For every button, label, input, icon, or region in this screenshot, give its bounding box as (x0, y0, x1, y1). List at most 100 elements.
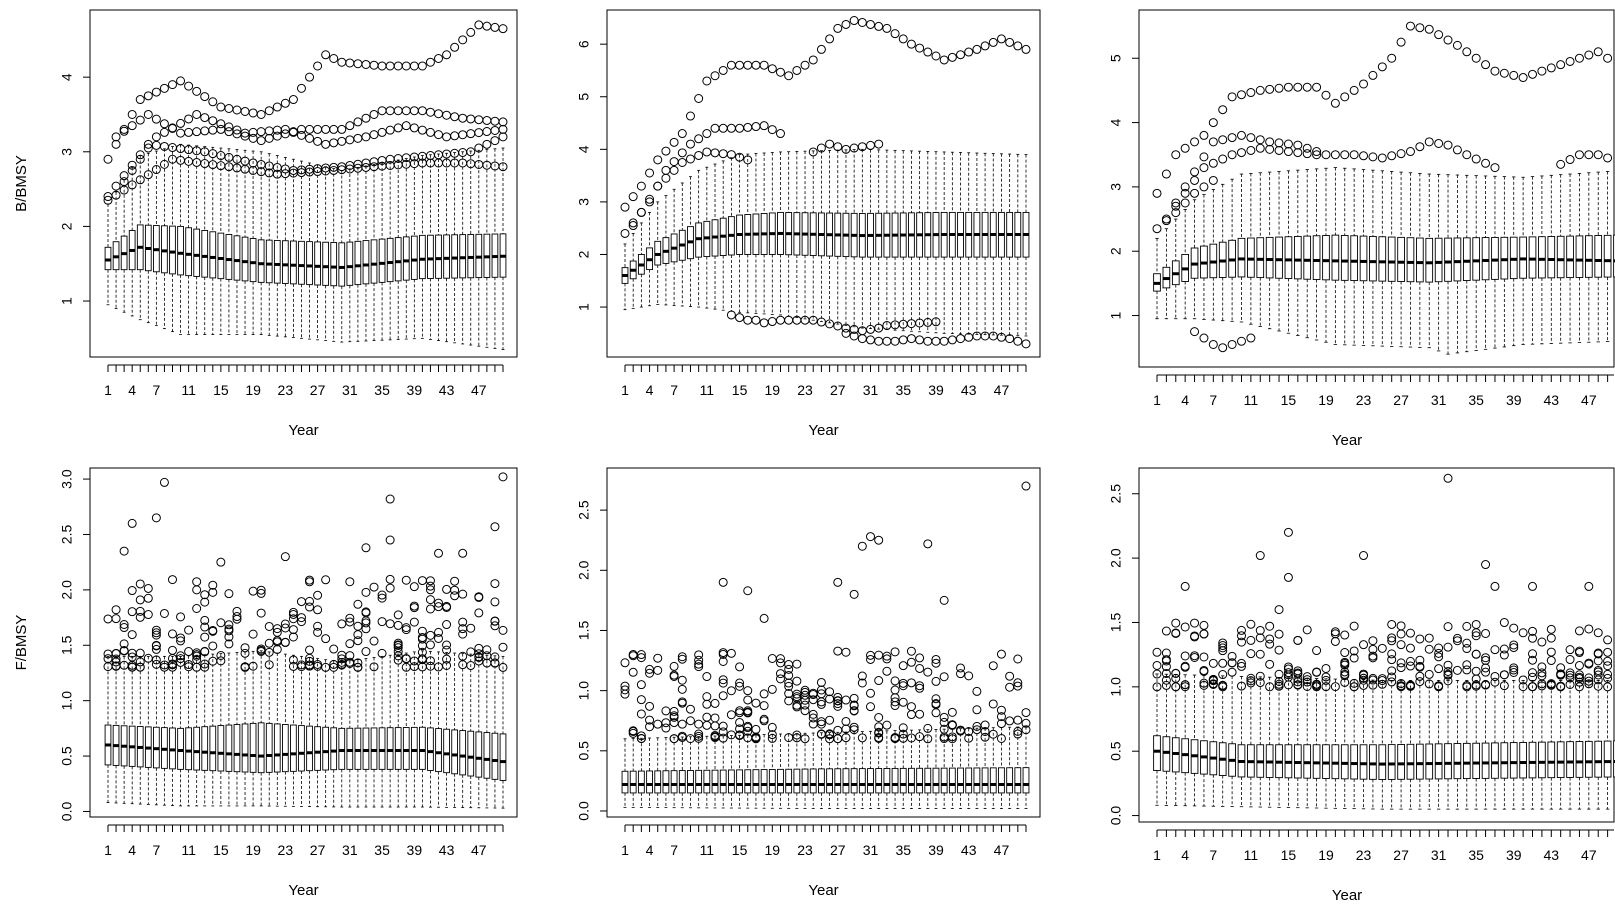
outlier-point (1434, 652, 1444, 662)
box-year-10 (177, 143, 184, 336)
outlier-point (1368, 653, 1378, 663)
box-year-23 (801, 732, 809, 809)
outlier-point (417, 106, 427, 116)
box-iqr (818, 768, 825, 794)
outlier-point (735, 731, 745, 741)
outlier-point (751, 315, 761, 325)
y-tick-label: 2 (1108, 247, 1124, 255)
box-iqr (1491, 742, 1499, 779)
outlier-point (726, 686, 736, 696)
box-year-45 (981, 152, 989, 336)
box-iqr (394, 237, 402, 282)
outlier-point (442, 602, 452, 612)
outlier-point (135, 175, 145, 185)
outlier-point (825, 715, 835, 725)
outlier-point (425, 57, 435, 67)
outlier-point (702, 712, 712, 722)
x-tick-label: 7 (670, 382, 678, 398)
boxes (621, 148, 1030, 337)
x-tick-label: 47 (994, 842, 1010, 858)
outlier-point (735, 60, 745, 70)
outlier-point (915, 681, 925, 691)
box-iqr (1425, 237, 1434, 283)
outlier-point (192, 86, 202, 96)
outlier-point (1246, 649, 1256, 659)
outlier-point (224, 127, 234, 137)
outlier-point (313, 621, 323, 631)
box-iqr (1453, 743, 1462, 780)
box-iqr (1547, 236, 1556, 279)
outlier-point (1227, 667, 1237, 677)
box-year-50 (1022, 726, 1030, 809)
outlier-point (248, 133, 258, 143)
box-year-38 (1500, 176, 1509, 348)
outlier-point (1283, 662, 1293, 672)
outlier-point (1490, 671, 1500, 681)
box-year-37 (916, 729, 924, 809)
box-year-46 (989, 153, 997, 336)
box-iqr (281, 240, 289, 284)
box-year-7 (1209, 189, 1218, 321)
outlier-point (1005, 671, 1015, 681)
box-year-21 (785, 151, 793, 317)
outlier-point (1180, 651, 1190, 661)
box-iqr (322, 726, 330, 771)
box-year-42 (1538, 175, 1546, 345)
box-iqr (257, 722, 265, 774)
outlier-point (1565, 673, 1575, 683)
outlier-point (329, 644, 339, 654)
outlier-point (1415, 23, 1425, 33)
outlier-point (1424, 633, 1434, 643)
outlier-point (833, 321, 843, 331)
outlier-point (645, 197, 655, 207)
outlier-point (735, 717, 745, 727)
outlier-point (1424, 644, 1434, 654)
outlier-point (1528, 626, 1538, 636)
box-iqr (777, 768, 784, 794)
outlier-point (898, 729, 908, 739)
outlier-point (915, 653, 925, 663)
outlier-point (458, 589, 468, 599)
outlier-point (1199, 678, 1209, 688)
x-tick-label: 4 (1181, 392, 1189, 408)
outlier-point (964, 733, 974, 743)
y-tick-label: 1.5 (59, 635, 75, 655)
box-year-46 (989, 727, 997, 809)
outliers (620, 481, 1031, 744)
outlier-point (980, 41, 990, 51)
x-tick-label: 43 (1543, 392, 1559, 408)
box-iqr (1585, 740, 1593, 778)
y-tick-label: 1 (576, 303, 592, 311)
box-iqr (402, 236, 410, 281)
box-year-16 (744, 734, 752, 809)
box-iqr (370, 239, 378, 284)
outlier-point (1396, 681, 1406, 691)
outlier-point (1171, 628, 1181, 638)
outlier-point (361, 616, 371, 626)
box-iqr (981, 767, 989, 794)
box-iqr (402, 727, 410, 770)
outlier-point (1462, 681, 1472, 691)
outlier-point (1021, 718, 1031, 728)
box-year-28 (1406, 680, 1415, 810)
y-axis: 0.00.51.01.52.02.5 (576, 500, 607, 821)
outlier-point (151, 132, 161, 142)
x-tick-label: 23 (278, 842, 294, 858)
outlier-point (1265, 682, 1275, 692)
box-year-16 (225, 148, 233, 336)
outlier-point (337, 136, 347, 146)
box-iqr (1556, 235, 1565, 279)
outlier-point (1387, 151, 1397, 161)
outlier-point (151, 87, 161, 97)
box-iqr (1462, 237, 1471, 281)
outlier-point (784, 71, 794, 81)
x-tick-label: 4 (646, 842, 654, 858)
box-year-42 (957, 728, 964, 809)
outlier-point (490, 116, 500, 126)
box-year-11 (703, 735, 711, 809)
outlier-point (385, 574, 395, 584)
outlier-point (329, 138, 339, 148)
outlier-point (151, 655, 161, 665)
outlier-point (931, 658, 941, 668)
outlier-point (498, 24, 508, 34)
